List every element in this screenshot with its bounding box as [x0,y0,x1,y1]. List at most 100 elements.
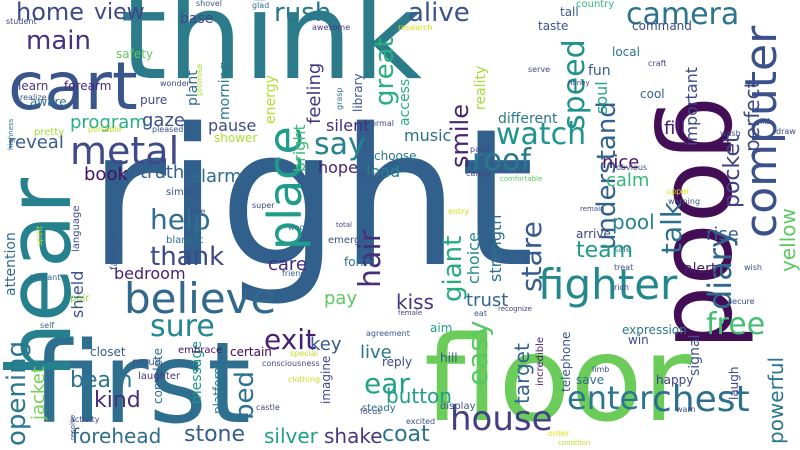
word: smile [446,104,474,168]
word: house [450,399,553,439]
word: view [94,0,145,25]
word: library [351,73,365,112]
word: female [398,309,423,317]
word: honey [568,79,590,87]
word: first [32,319,251,449]
word: aware [30,95,67,109]
word: target [510,343,534,404]
word: condition [558,439,591,447]
word: watch [496,117,587,152]
word: self [40,321,55,330]
word: language [71,205,82,252]
word: tall [560,5,579,19]
word: trust [466,290,509,311]
word: attention [3,232,19,296]
word: pleased [152,125,184,134]
word: fun [588,63,611,79]
word: wash [720,129,741,138]
word: page [470,145,490,154]
word: alert [684,261,717,277]
word: alive [408,0,470,28]
word: treat [614,263,634,272]
word: floor [424,310,692,448]
word: jacket [28,366,49,420]
word: safe [614,245,631,254]
word: pause [208,116,257,135]
word: entry [448,207,470,216]
word: feeling [304,62,325,124]
word: hope [318,158,358,177]
word: cool [640,87,665,101]
word: book [84,164,128,185]
word: laughter [138,371,181,382]
word: realize [20,93,47,102]
word: believe [124,274,277,323]
word: team [576,238,634,263]
word: coat [382,422,430,447]
word: energy [263,75,279,124]
word: bite [190,207,206,216]
word: upper [666,187,690,196]
word: glad [252,1,270,10]
word: bedroom [114,264,186,283]
word: choose [374,149,417,163]
word: happy [656,373,694,387]
word: button [386,384,452,408]
word: proud [132,357,162,368]
word: special [290,349,318,358]
word: draw [776,127,796,136]
word: shower [214,131,258,145]
word: excited [406,417,436,426]
word: base [180,11,214,27]
word: bright [290,124,309,172]
word: platform [211,363,225,414]
word: say [314,127,366,162]
word: country [576,0,615,10]
word: camera [626,0,740,32]
word: strength [486,214,505,282]
word: stare [515,221,548,292]
word: reality [473,65,489,110]
word: talk [655,201,688,254]
word: limb [592,365,610,374]
word: pretty [34,127,65,138]
word: rich [614,283,629,292]
word: rise [706,224,739,245]
word: cart [8,48,138,125]
word: safety [116,47,154,61]
word: different [498,111,558,127]
word: craft [648,59,667,68]
word: research [398,23,433,32]
word: help [150,203,211,236]
word: chest [652,379,750,420]
word: highness [7,118,15,150]
word: gaze [142,110,185,131]
word: forehead [72,424,162,448]
word: kiss [396,290,434,314]
word: aim [430,321,453,335]
word: order [548,429,570,438]
word: fighter [538,260,678,309]
word: pure [140,93,168,107]
word: pool [612,210,655,234]
word: focus [360,407,382,416]
word: alarm [190,166,242,187]
word: promise [195,63,204,96]
word: castle [256,403,280,412]
word: care [268,254,308,275]
word: super [252,201,275,210]
word: win [628,333,649,347]
word: wish [744,263,763,272]
word: powerful [764,356,788,444]
word: agreement [366,329,410,338]
word: consciousness [262,359,320,368]
word: spirit [35,225,44,246]
word: lid [760,117,770,126]
word: important [682,66,701,146]
word: closet [90,345,126,359]
word: emerge [328,235,367,246]
word: signal [687,334,703,376]
word: candy [466,169,491,178]
word: shovel [196,0,223,8]
word: steady [362,403,396,414]
